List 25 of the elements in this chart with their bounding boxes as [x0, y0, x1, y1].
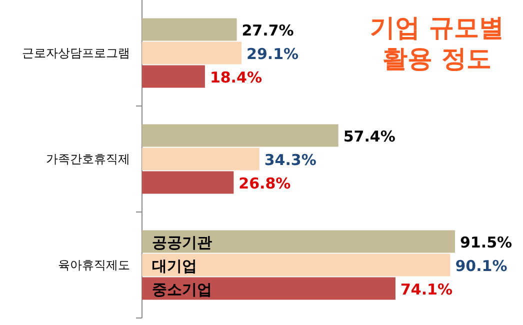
bar	[142, 171, 234, 194]
data-label: 91.5%	[460, 234, 512, 252]
series-label: 중소기업	[152, 280, 212, 298]
y-tick-label: 근로자상담프로그램	[22, 46, 130, 60]
data-label: 29.1%	[246, 45, 299, 63]
bar	[142, 148, 260, 170]
y-tick-label: 가족간호휴직제	[46, 152, 130, 166]
data-label: 74.1%	[400, 280, 453, 298]
bar	[142, 254, 450, 276]
y-tick-label: 육아휴직제도	[58, 258, 130, 272]
data-label: 34.3%	[264, 151, 316, 169]
bar	[142, 18, 237, 41]
bar	[142, 42, 242, 64]
series-label: 대기업	[152, 257, 197, 275]
bar	[142, 230, 455, 253]
text: 기업 규모별 활용 정도	[370, 13, 504, 73]
data-label: 57.4%	[343, 128, 396, 146]
data-label: 18.4%	[210, 68, 262, 86]
bar	[142, 124, 338, 147]
data-label: 90.1%	[455, 257, 508, 275]
bar	[142, 277, 396, 300]
data-label: 27.7%	[242, 22, 294, 40]
data-label: 26.8%	[238, 174, 291, 192]
series-label: 공공기관	[152, 234, 212, 252]
bar	[142, 65, 205, 88]
